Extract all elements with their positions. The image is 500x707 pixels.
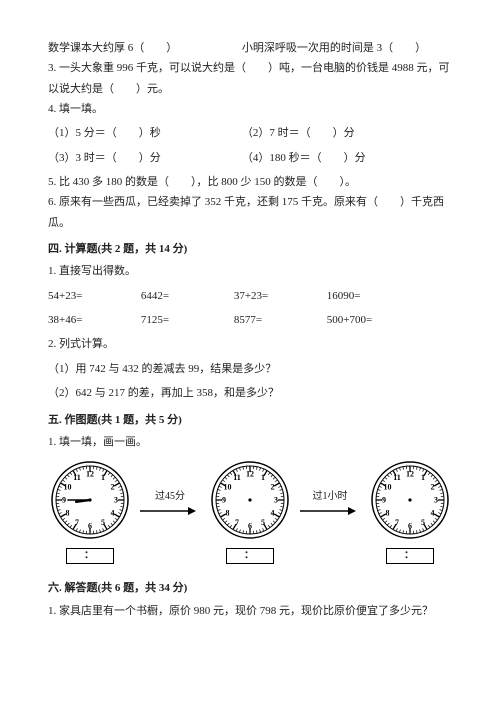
svg-text:6: 6 — [88, 522, 92, 531]
time-box-1: ： — [66, 548, 114, 564]
svg-text:3: 3 — [274, 496, 278, 505]
svg-text:2: 2 — [431, 483, 435, 492]
worksheet-page: 数学课本大约厚 6（ ） 小明深呼吸一次用的时间是 3（ ） 3. 一头大象重 … — [0, 0, 500, 707]
q-breath-time: 小明深呼吸一次用的时间是 3（ ） — [242, 38, 452, 58]
svg-text:1: 1 — [261, 473, 265, 482]
svg-text:4: 4 — [431, 509, 435, 518]
svg-text:5: 5 — [421, 518, 425, 527]
q4-3: （3）3 时＝（ ）分 — [48, 148, 242, 168]
calc-r1c3: 37+23= — [234, 286, 327, 306]
svg-text:7: 7 — [75, 518, 79, 527]
q5: 5. 比 430 多 180 的数是（ ），比 800 少 150 的数是（ ）… — [48, 172, 452, 192]
svg-text:12: 12 — [246, 470, 254, 479]
svg-text:4: 4 — [111, 509, 115, 518]
svg-text:8: 8 — [385, 509, 389, 518]
arrow-2-icon — [298, 504, 362, 518]
clock-2-group: 123456789101112 ： — [208, 458, 292, 564]
svg-text:2: 2 — [111, 483, 115, 492]
svg-text:9: 9 — [222, 496, 226, 505]
section6-title: 六. 解答题(共 6 题，共 34 分) — [48, 578, 452, 598]
svg-text:3: 3 — [434, 496, 438, 505]
svg-text:3: 3 — [114, 496, 118, 505]
svg-text:4: 4 — [271, 509, 275, 518]
time-box-2: ： — [226, 548, 274, 564]
calc-r1c1: 54+23= — [48, 286, 141, 306]
q4-4: （4）180 秒＝（ ）分 — [242, 148, 452, 168]
calc2-q2: （2）642 与 217 的差，再加上 358，和是多少？ — [48, 383, 452, 403]
time-box-3: ： — [386, 548, 434, 564]
clock-3: 123456789101112 — [368, 458, 452, 542]
calc-row2: 38+46= 7125= 8577= 500+700= — [48, 310, 420, 330]
svg-text:2: 2 — [271, 483, 275, 492]
calc-r1c2: 6442= — [141, 286, 234, 306]
section4-title: 四. 计算题(共 2 题，共 14 分) — [48, 239, 452, 259]
calc-r2c2: 7125= — [141, 310, 234, 330]
svg-text:1: 1 — [421, 473, 425, 482]
svg-text:9: 9 — [62, 496, 66, 505]
svg-text:6: 6 — [248, 522, 252, 531]
calc-r2c1: 38+46= — [48, 310, 141, 330]
svg-text:7: 7 — [235, 518, 239, 527]
svg-text:11: 11 — [393, 473, 401, 482]
svg-text:10: 10 — [383, 483, 391, 492]
calc-r2c4: 500+700= — [327, 310, 420, 330]
q4-1: （1）5 分＝（ ）秒 — [48, 123, 242, 143]
q-top-row: 数学课本大约厚 6（ ） 小明深呼吸一次用的时间是 3（ ） — [48, 38, 452, 58]
clock-1: 123456789101112 — [48, 458, 132, 542]
calc-r1c4: 16090= — [327, 286, 420, 306]
svg-text:10: 10 — [63, 483, 71, 492]
svg-text:8: 8 — [225, 509, 229, 518]
clock-row: 123456789101112 ： 过45分 123456789101112 ：… — [48, 458, 452, 564]
calc2-q1: （1）用 742 与 432 的差减去 99，结果是多少？ — [48, 359, 452, 379]
calc-r2c3: 8577= — [234, 310, 327, 330]
arrow-1-group: 过45分 — [138, 488, 202, 519]
q4-2: （2）7 时＝（ ）分 — [242, 123, 452, 143]
section5-title: 五. 作图题(共 1 题，共 5 分) — [48, 410, 452, 430]
clock-3-group: 123456789101112 ： — [368, 458, 452, 564]
svg-text:7: 7 — [395, 518, 399, 527]
arrow-2-group: 过1小时 — [298, 488, 362, 519]
svg-text:11: 11 — [233, 473, 241, 482]
svg-text:10: 10 — [223, 483, 231, 492]
q3: 3. 一头大象重 996 千克，可以说大约是（ ）吨，一台电脑的价钱是 4988… — [48, 58, 452, 99]
svg-text:1: 1 — [101, 473, 105, 482]
svg-text:12: 12 — [406, 470, 414, 479]
solve-q1: 1. 家具店里有一个书橱，原价 980 元，现价 798 元，现价比原价便宜了多… — [48, 601, 452, 621]
arrow-1-icon — [138, 504, 202, 518]
svg-text:9: 9 — [382, 496, 386, 505]
q4-title: 4. 填一填。 — [48, 99, 452, 119]
svg-text:12: 12 — [86, 470, 94, 479]
draw1-title: 1. 填一填，画一画。 — [48, 432, 452, 452]
clock-2: 123456789101112 — [208, 458, 292, 542]
svg-text:11: 11 — [73, 473, 81, 482]
calc1-title: 1. 直接写出得数。 — [48, 261, 452, 281]
svg-text:6: 6 — [408, 522, 412, 531]
q-book-thickness: 数学课本大约厚 6（ ） — [48, 38, 242, 58]
q4-row2: （3）3 时＝（ ）分 （4）180 秒＝（ ）分 — [48, 148, 452, 168]
q4-row1: （1）5 分＝（ ）秒 （2）7 时＝（ ）分 — [48, 123, 452, 143]
svg-text:8: 8 — [65, 509, 69, 518]
svg-text:5: 5 — [261, 518, 265, 527]
clock-1-group: 123456789101112 ： — [48, 458, 132, 564]
calc2-title: 2. 列式计算。 — [48, 334, 452, 354]
svg-text:5: 5 — [101, 518, 105, 527]
calc-row1: 54+23= 6442= 37+23= 16090= — [48, 286, 420, 306]
q6: 6. 原来有一些西瓜，已经卖掉了 352 千克，还剩 175 千克。原来有（ ）… — [48, 192, 452, 233]
